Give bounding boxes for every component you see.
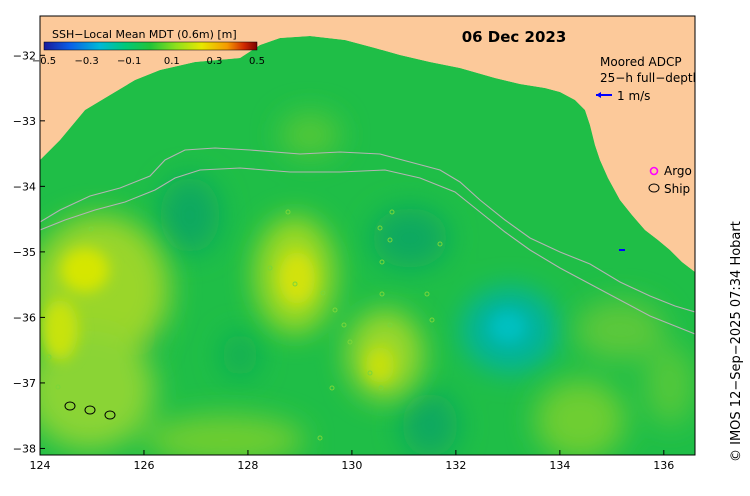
strong-positive-anomalies (42, 248, 394, 383)
strong-negative-anomaly (490, 311, 526, 343)
credit-label: © IMOS 12−Sep−2025 07:34 Hobart (729, 221, 744, 462)
y-tick-label: −38 (13, 442, 36, 455)
colorbar-title: SSH−Local Mean MDT (0.6m) [m] (52, 28, 237, 41)
x-tick-label: 128 (237, 459, 258, 472)
x-tick-label: 124 (30, 459, 51, 472)
adcp-scale-label: 1 m/s (617, 89, 650, 103)
colorbar: SSH−Local Mean MDT (0.6m) [m] −0.5 −0.3 −0… (32, 28, 265, 67)
plot-area: 06 Dec 2023 Moored ADCP 25−h full−depth … (40, 16, 721, 455)
x-tick-label: 126 (133, 459, 154, 472)
ship-tracks (64, 401, 116, 420)
x-tick-label: 134 (549, 459, 570, 472)
ship-legend-icon (648, 183, 660, 193)
ocean-field (40, 36, 695, 455)
argo-markers (46, 209, 443, 441)
ship-legend-label: Ship (664, 182, 690, 196)
y-tick-label: −34 (13, 180, 36, 193)
adcp-arrowhead-icon (596, 92, 601, 98)
date-label: 06 Dec 2023 (462, 28, 567, 46)
adcp-legend-subtitle: 25−h full−depth av. (600, 71, 721, 85)
y-tick-label: −37 (13, 377, 36, 390)
coastline (40, 16, 695, 272)
x-tick-label: 130 (341, 459, 362, 472)
coastal-features (619, 249, 625, 251)
colorbar-tick-label: 0.3 (206, 56, 222, 67)
y-tick-label: −33 (13, 115, 36, 128)
bathymetry-contour-shallow (40, 147, 695, 313)
colorbar-tick-label: −0.1 (117, 56, 141, 67)
bathymetry-contour-deep (40, 167, 695, 335)
x-tick-label: 132 (445, 459, 466, 472)
colorbar-tick-label: 0.1 (164, 56, 180, 67)
plot-frame (39, 15, 696, 456)
y-axis: −32 −33 −34 −35 −36 −37 −38 (13, 49, 45, 455)
colorbar-tick-label: −0.5 (32, 56, 56, 67)
adcp-legend-title: Moored ADCP (600, 55, 682, 69)
y-tick-label: −32 (13, 49, 36, 62)
y-tick-label: −36 (13, 311, 36, 324)
y-tick-label: −35 (13, 246, 36, 259)
colorbar-tick-label: 0.5 (249, 56, 265, 67)
argo-legend-label: Argo (664, 164, 692, 178)
colorbar-tick-label: −0.3 (74, 56, 98, 67)
x-tick-label: 136 (653, 459, 674, 472)
argo-legend-icon (649, 166, 659, 176)
x-axis: 124 126 128 130 132 134 136 (30, 450, 674, 472)
colorbar-ticks: −0.5 −0.3 −0.1 0.1 0.3 0.5 (32, 56, 265, 67)
colorbar-bar (43, 41, 258, 51)
